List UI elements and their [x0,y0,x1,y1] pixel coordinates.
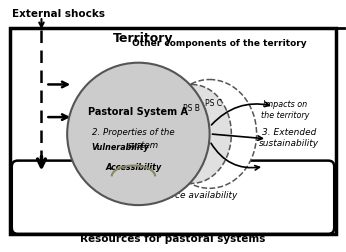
Text: system: system [128,141,159,150]
Text: Accessibility: Accessibility [105,162,162,171]
Text: PS B: PS B [183,103,200,112]
FancyBboxPatch shape [12,161,334,234]
Text: Territory: Territory [113,32,173,45]
Text: Resources for pastoral systems: Resources for pastoral systems [80,233,266,243]
FancyBboxPatch shape [10,29,336,234]
Text: Impacts on
the territory: Impacts on the territory [261,100,309,119]
Text: Pastoral System A: Pastoral System A [88,107,188,117]
Text: Other components of the territory: Other components of the territory [132,39,307,48]
Text: 3. Extended
sustainability: 3. Extended sustainability [259,128,319,147]
Ellipse shape [163,80,257,188]
Text: 2. Properties of the: 2. Properties of the [92,128,175,137]
Text: 1. Resource availability: 1. Resource availability [132,190,238,199]
Circle shape [67,64,210,205]
Ellipse shape [152,85,231,184]
Text: PS C: PS C [204,98,222,107]
Text: External shocks: External shocks [12,9,105,19]
Text: Vulnerability: Vulnerability [91,143,149,152]
